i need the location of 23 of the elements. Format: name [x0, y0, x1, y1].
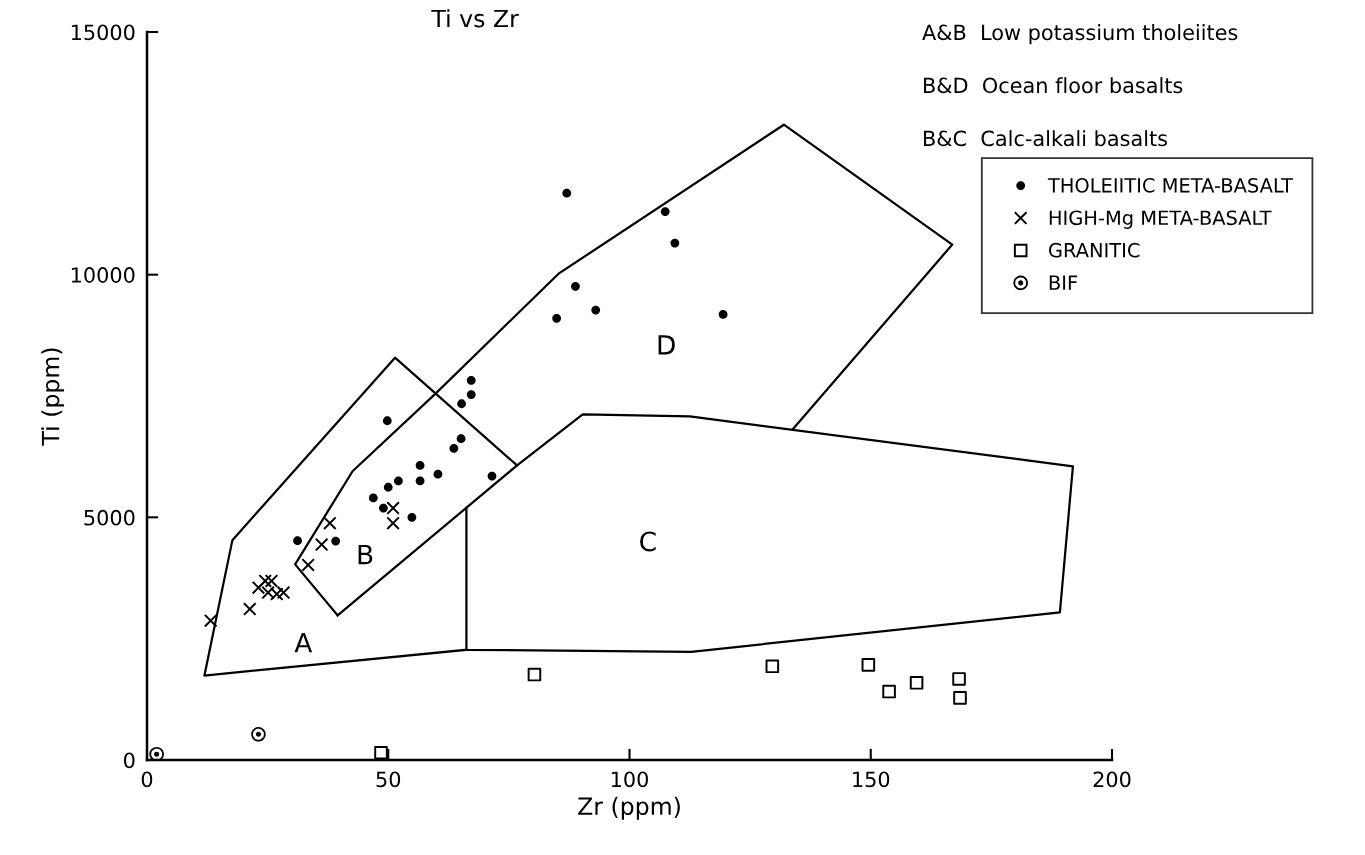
y-tick-label: 10000 — [71, 267, 135, 283]
chart-title: Ti vs Zr — [431, 9, 519, 28]
annotation: A&B Low potassium tholeiites — [922, 24, 1238, 45]
x-tick-label: 100 — [611, 771, 648, 788]
annotation: D — [658, 335, 675, 355]
legend-label: THOLEIITIC META-BASALT — [1047, 177, 1294, 193]
y-tick-label: 0 — [124, 752, 135, 769]
annotation: A — [294, 633, 313, 653]
x-axis-title: Zr (ppm) — [578, 796, 680, 820]
annotation: B&C Calc-alkali basalts — [924, 130, 1168, 147]
y-axis-title: Ti (ppm) — [41, 348, 65, 446]
x-tick-label: 200 — [1093, 771, 1131, 788]
x-tick-label: 0 — [141, 771, 153, 788]
legend-label: BIF — [1049, 275, 1078, 290]
y-tick-label: 15000 — [71, 24, 135, 41]
legend-label: HIGH-Mg META-BASALT — [1049, 210, 1272, 229]
x-tick-label: 150 — [853, 771, 890, 788]
legend-label: GRANITIC — [1049, 242, 1140, 258]
annotation: C — [640, 531, 656, 552]
annotation: B&D Ocean floor basalts — [924, 77, 1183, 94]
annotation: B — [358, 544, 373, 565]
x-tick-label: 50 — [376, 771, 401, 788]
y-tick-label: 5000 — [84, 509, 135, 526]
